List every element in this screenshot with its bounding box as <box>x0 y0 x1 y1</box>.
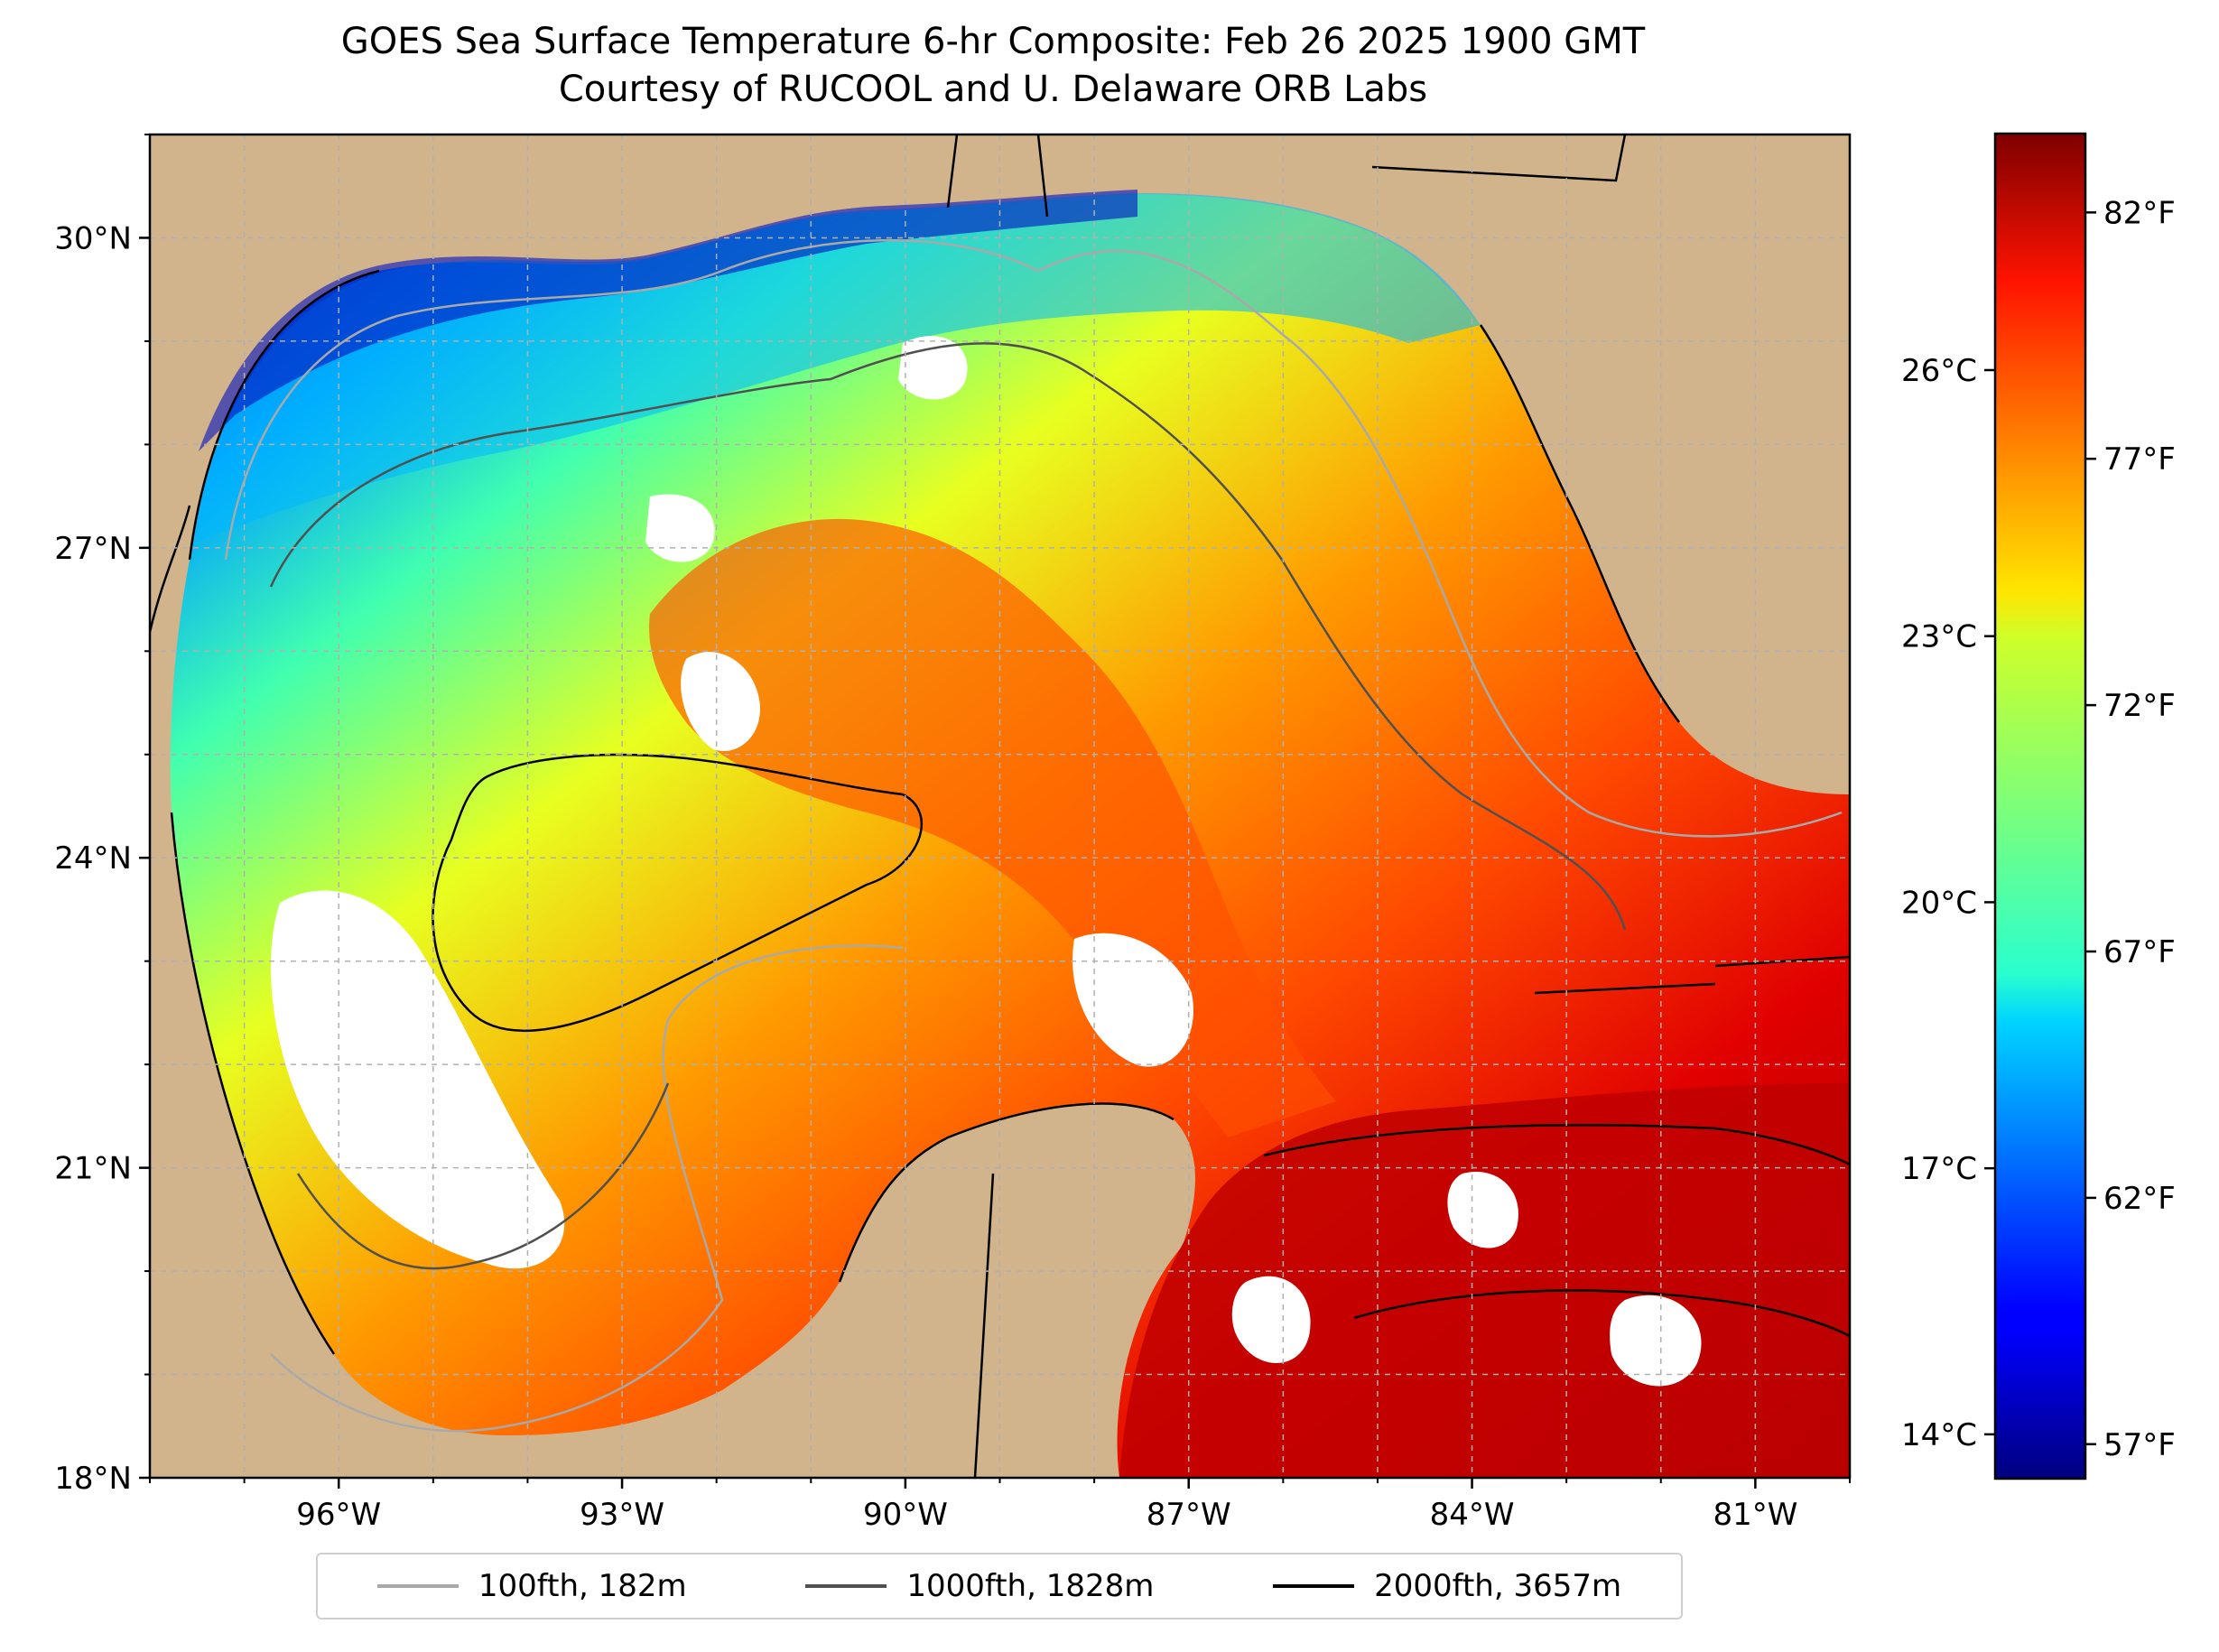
colorbar-fahrenheit-axis: 57°F 62°F 67°F 72°F 77°F 82°F <box>2085 195 2176 1463</box>
colorbar <box>1993 132 2087 1480</box>
colorbar-c-label: 26°C <box>1901 353 1977 389</box>
lat-tick-label: 27°N <box>54 531 132 567</box>
longitude-axis: 96°W 93°W 90°W 87°W 84°W 81°W <box>149 1478 1851 1533</box>
lon-tick-label: 93°W <box>580 1497 664 1533</box>
legend-label: 2000fth, 3657m <box>1374 1568 1622 1604</box>
colorbar-c-label: 20°C <box>1901 885 1977 921</box>
lon-tick-label: 96°W <box>296 1497 381 1533</box>
lat-tick-label: 18°N <box>54 1461 132 1497</box>
colorbar-f-label: 77°F <box>2103 441 2176 478</box>
legend-swatch <box>1273 1584 1355 1588</box>
colorbar-c-label: 23°C <box>1901 619 1977 655</box>
lat-tick-label: 24°N <box>54 840 132 877</box>
colorbar-celsius-axis: 14°C 17°C 20°C 23°C 26°C <box>1901 353 1995 1453</box>
legend-item-100fth: 100fth, 182m <box>376 1568 687 1604</box>
colorbar-f-label: 67°F <box>2103 934 2176 970</box>
lon-tick-label: 81°W <box>1713 1497 1797 1533</box>
legend-label: 100fth, 182m <box>478 1568 687 1604</box>
lat-tick-label: 30°N <box>54 220 132 256</box>
legend: 100fth, 182m 1000fth, 1828m 2000fth, 365… <box>316 1553 1683 1620</box>
legend-swatch <box>376 1584 459 1588</box>
lon-tick-label: 87°W <box>1147 1497 1231 1533</box>
legend-swatch <box>805 1584 887 1588</box>
contour-1000fth <box>269 342 1627 1270</box>
legend-label: 1000fth, 1828m <box>906 1568 1155 1604</box>
colorbar-c-label: 14°C <box>1901 1417 1977 1453</box>
lon-tick-label: 84°W <box>1430 1497 1515 1533</box>
map-subtitle: Courtesy of RUCOOL and U. Delaware ORB L… <box>558 69 1428 110</box>
cloud-mask <box>271 336 1702 1387</box>
lat-tick-label: 21°N <box>54 1151 132 1187</box>
map-title: GOES Sea Surface Temperature 6-hr Compos… <box>340 21 1646 62</box>
coastlines <box>150 135 1850 1478</box>
lon-tick-label: 90°W <box>863 1497 948 1533</box>
latitude-axis: 30°N 27°N 24°N 21°N 18°N <box>54 134 150 1497</box>
colorbar-f-label: 62°F <box>2103 1181 2176 1217</box>
colorbar-c-label: 17°C <box>1901 1151 1977 1187</box>
colorbar-f-label: 72°F <box>2103 688 2176 724</box>
colorbar-f-label: 57°F <box>2103 1427 2176 1463</box>
legend-item-2000fth: 2000fth, 3657m <box>1273 1568 1621 1604</box>
contour-100fth <box>224 238 1843 1433</box>
legend-item-1000fth: 1000fth, 1828m <box>805 1568 1154 1604</box>
colorbar-f-label: 82°F <box>2103 195 2176 231</box>
